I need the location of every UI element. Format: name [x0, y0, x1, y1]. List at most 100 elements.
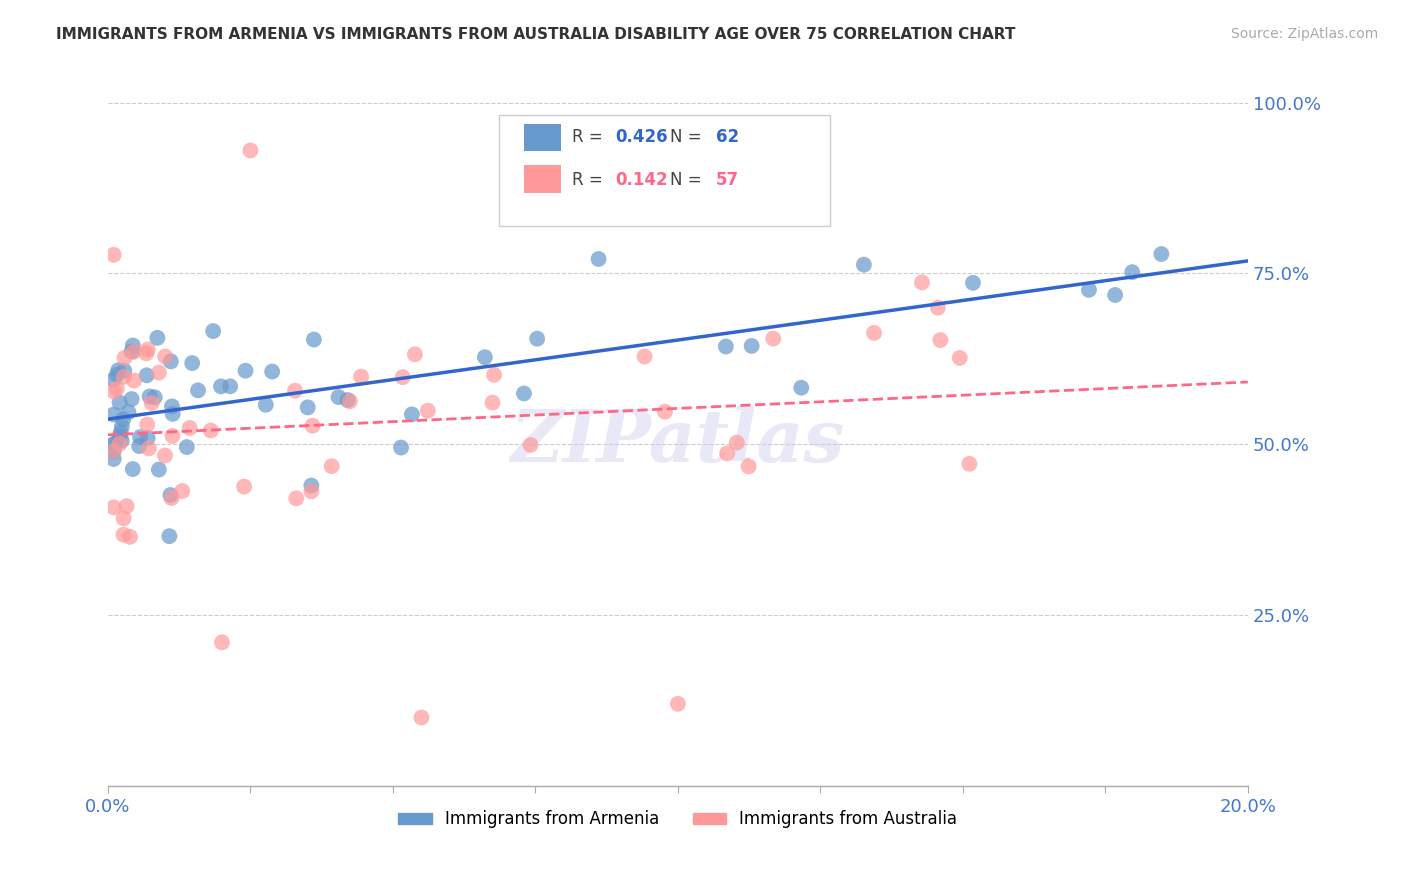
- Point: [159, 488, 181, 502]
- Point: [128, 439, 150, 453]
- Point: [714, 339, 737, 353]
- Point: [108, 436, 131, 450]
- Point: [299, 478, 322, 492]
- Point: [588, 252, 610, 266]
- Point: [179, 421, 201, 435]
- Point: [725, 435, 748, 450]
- Point: [112, 511, 135, 525]
- Point: [401, 408, 423, 422]
- Point: [1104, 288, 1126, 302]
- Point: [103, 373, 125, 387]
- Point: [200, 424, 222, 438]
- Point: [526, 332, 548, 346]
- Point: [211, 635, 233, 649]
- Point: [121, 392, 143, 406]
- FancyBboxPatch shape: [499, 115, 830, 227]
- Point: [209, 379, 232, 393]
- Text: N =: N =: [669, 128, 707, 145]
- Point: [118, 530, 141, 544]
- Point: [254, 398, 277, 412]
- Point: [949, 351, 972, 365]
- Point: [716, 446, 738, 460]
- Point: [513, 386, 536, 401]
- Point: [112, 412, 135, 426]
- Point: [153, 350, 176, 364]
- Point: [138, 442, 160, 456]
- Point: [481, 395, 503, 409]
- FancyBboxPatch shape: [524, 165, 561, 193]
- Point: [927, 301, 949, 315]
- Point: [103, 408, 125, 422]
- Point: [160, 354, 183, 368]
- Text: R =: R =: [572, 128, 607, 145]
- Point: [301, 418, 323, 433]
- Point: [350, 369, 373, 384]
- Point: [336, 392, 359, 407]
- Text: R =: R =: [572, 170, 607, 189]
- Point: [737, 459, 759, 474]
- Text: Source: ZipAtlas.com: Source: ZipAtlas.com: [1230, 27, 1378, 41]
- Point: [112, 364, 135, 378]
- Point: [115, 499, 138, 513]
- Point: [136, 431, 159, 445]
- Point: [108, 429, 131, 443]
- Point: [962, 276, 984, 290]
- Point: [112, 527, 135, 541]
- Point: [233, 480, 256, 494]
- Point: [339, 394, 361, 409]
- Point: [321, 459, 343, 474]
- Point: [790, 381, 813, 395]
- Point: [284, 384, 307, 398]
- Point: [654, 404, 676, 418]
- Point: [181, 356, 204, 370]
- Point: [416, 403, 439, 417]
- Point: [129, 430, 152, 444]
- Point: [107, 363, 129, 377]
- Point: [302, 333, 325, 347]
- Point: [633, 350, 655, 364]
- Point: [389, 441, 412, 455]
- Point: [172, 483, 194, 498]
- Point: [153, 449, 176, 463]
- Point: [103, 500, 125, 515]
- Legend: Immigrants from Armenia, Immigrants from Australia: Immigrants from Armenia, Immigrants from…: [392, 804, 965, 835]
- Point: [391, 370, 413, 384]
- Point: [138, 389, 160, 403]
- Point: [135, 346, 157, 360]
- Point: [863, 326, 886, 340]
- Point: [108, 395, 131, 409]
- Point: [103, 437, 125, 451]
- Text: IMMIGRANTS FROM ARMENIA VS IMMIGRANTS FROM AUSTRALIA DISABILITY AGE OVER 75 CORR: IMMIGRANTS FROM ARMENIA VS IMMIGRANTS FR…: [56, 27, 1015, 42]
- Point: [202, 324, 225, 338]
- Point: [135, 368, 157, 383]
- Point: [103, 248, 125, 262]
- Text: N =: N =: [669, 170, 707, 189]
- Point: [162, 407, 184, 421]
- Point: [103, 444, 125, 458]
- Point: [299, 484, 322, 499]
- Point: [112, 369, 135, 384]
- Text: 0.142: 0.142: [616, 170, 668, 189]
- Point: [1121, 265, 1143, 279]
- Point: [121, 462, 143, 476]
- Point: [103, 384, 125, 399]
- Point: [328, 390, 350, 404]
- Point: [297, 401, 319, 415]
- Point: [411, 710, 433, 724]
- Point: [741, 339, 763, 353]
- Point: [103, 444, 125, 458]
- Point: [121, 344, 143, 359]
- Point: [519, 438, 541, 452]
- Point: [111, 434, 134, 448]
- Point: [176, 440, 198, 454]
- Point: [1150, 247, 1173, 261]
- Point: [852, 258, 875, 272]
- FancyBboxPatch shape: [524, 124, 561, 151]
- Point: [911, 276, 934, 290]
- Point: [110, 425, 132, 440]
- Text: 0.426: 0.426: [616, 128, 668, 145]
- Point: [117, 405, 139, 419]
- Point: [187, 384, 209, 398]
- Point: [105, 382, 128, 396]
- Point: [148, 366, 170, 380]
